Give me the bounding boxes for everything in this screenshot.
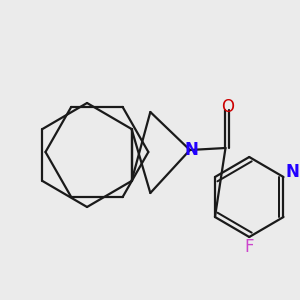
- Text: O: O: [221, 98, 234, 116]
- Text: F: F: [244, 238, 254, 256]
- Text: N: N: [185, 141, 199, 159]
- Text: N: N: [285, 163, 299, 181]
